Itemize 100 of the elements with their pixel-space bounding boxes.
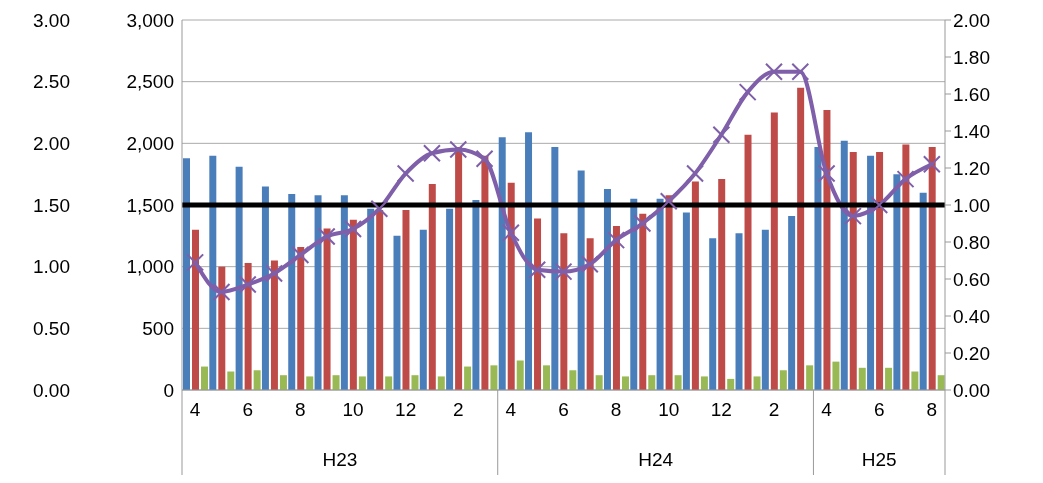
bar: [779, 370, 787, 390]
y3-tick-label: 3.00: [33, 9, 70, 31]
bar: [718, 179, 726, 390]
bar: [788, 216, 796, 390]
x-tick-label: 4: [821, 399, 833, 420]
point: [554, 262, 573, 281]
bar: [840, 140, 848, 390]
point: [265, 264, 284, 283]
bar: [323, 228, 331, 390]
point: [791, 62, 810, 81]
bar: [648, 375, 656, 390]
y2-tick-label: 0.20: [953, 342, 990, 364]
bar: [288, 193, 296, 390]
bar: [595, 375, 603, 390]
bar: [270, 260, 278, 390]
y2-tick-label: 1.00: [953, 194, 990, 216]
bar: [849, 151, 857, 390]
bar: [227, 371, 235, 390]
x-tick-label: 6: [242, 399, 254, 420]
bar: [534, 218, 542, 390]
point: [501, 223, 520, 242]
bar: [446, 208, 454, 390]
point: [396, 164, 415, 183]
bar: [253, 370, 261, 390]
bar: [674, 375, 682, 390]
y-tick-label: 1,000: [126, 256, 174, 278]
bar: [797, 87, 805, 390]
x-tick-label: 2: [452, 399, 464, 420]
y2-tick-label: 2.00: [953, 9, 990, 31]
bar: [332, 375, 340, 390]
y2-tick-label: 0.60: [953, 268, 990, 290]
bar: [911, 371, 919, 390]
point: [764, 62, 783, 81]
y2-tick-label: 1.40: [953, 120, 990, 142]
bar: [876, 151, 884, 390]
bar: [586, 238, 594, 390]
bar: [858, 367, 866, 390]
bar: [928, 147, 936, 390]
bar: [691, 181, 699, 390]
bar: [314, 195, 322, 390]
x-tick-label: 10: [342, 399, 364, 420]
point: [843, 207, 862, 226]
bar: [437, 376, 445, 390]
bar: [297, 246, 305, 390]
x-tick-label: 12: [710, 399, 732, 420]
bar: [428, 184, 436, 390]
point: [449, 140, 468, 159]
bar: [261, 186, 269, 390]
bar: [621, 376, 629, 390]
y-tick-label: 0: [163, 379, 174, 401]
point: [317, 227, 336, 246]
text: H24: [638, 449, 674, 470]
y2-tick-label: 1.80: [953, 46, 990, 68]
bar: [490, 365, 498, 390]
bar: [577, 170, 585, 390]
bar: [209, 155, 217, 390]
bar: [340, 195, 348, 390]
point: [238, 275, 257, 294]
bar: [832, 361, 840, 390]
x-tick-label: 6: [558, 399, 569, 420]
point: [528, 260, 547, 279]
bar: [753, 376, 761, 390]
bar: [376, 209, 384, 390]
y3-tick-label: 2.50: [33, 71, 70, 93]
y2-tick-label: 0.80: [953, 231, 990, 253]
bar: [823, 110, 831, 390]
bar: [603, 188, 611, 390]
bar: [700, 376, 708, 390]
bar: [464, 366, 472, 390]
point: [344, 220, 363, 239]
bar: [192, 229, 199, 390]
bar: [183, 158, 190, 390]
bar: [709, 238, 717, 390]
y-tick-label: 2,000: [126, 133, 174, 155]
point: [896, 170, 915, 189]
y2-tick-label: 1.20: [953, 157, 990, 179]
y3-tick-label: 2.00: [33, 133, 70, 155]
point: [580, 255, 599, 274]
y3-tick-label: 1.50: [33, 194, 70, 216]
bar: [893, 174, 901, 390]
point: [712, 125, 731, 144]
bar: [411, 375, 419, 390]
point: [212, 282, 231, 301]
x-tick-label: 10: [658, 399, 680, 420]
bar: [402, 209, 410, 390]
point: [186, 253, 205, 272]
bar: [806, 365, 814, 390]
bar: [498, 137, 506, 390]
y2-tick-label: 0.40: [953, 305, 990, 327]
bar: [393, 235, 401, 390]
bar: [201, 366, 208, 390]
y-tick-label: 1,500: [126, 194, 174, 216]
text: H23: [322, 449, 358, 470]
y-tick-label: 500: [142, 318, 174, 340]
bar: [419, 229, 427, 390]
bar: [481, 155, 489, 390]
point: [370, 199, 389, 218]
bar: [543, 365, 551, 390]
y3-tick-label: 0.00: [33, 379, 70, 401]
x-tick-label: 8: [926, 399, 938, 420]
